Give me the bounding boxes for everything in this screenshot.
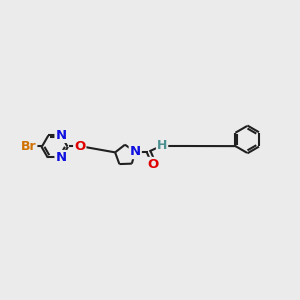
Text: N: N <box>56 151 67 164</box>
Text: O: O <box>74 140 85 153</box>
Text: N: N <box>56 129 67 142</box>
Text: Br: Br <box>21 140 36 153</box>
Text: O: O <box>147 158 158 171</box>
Text: N: N <box>130 145 141 158</box>
Text: H: H <box>157 139 167 152</box>
